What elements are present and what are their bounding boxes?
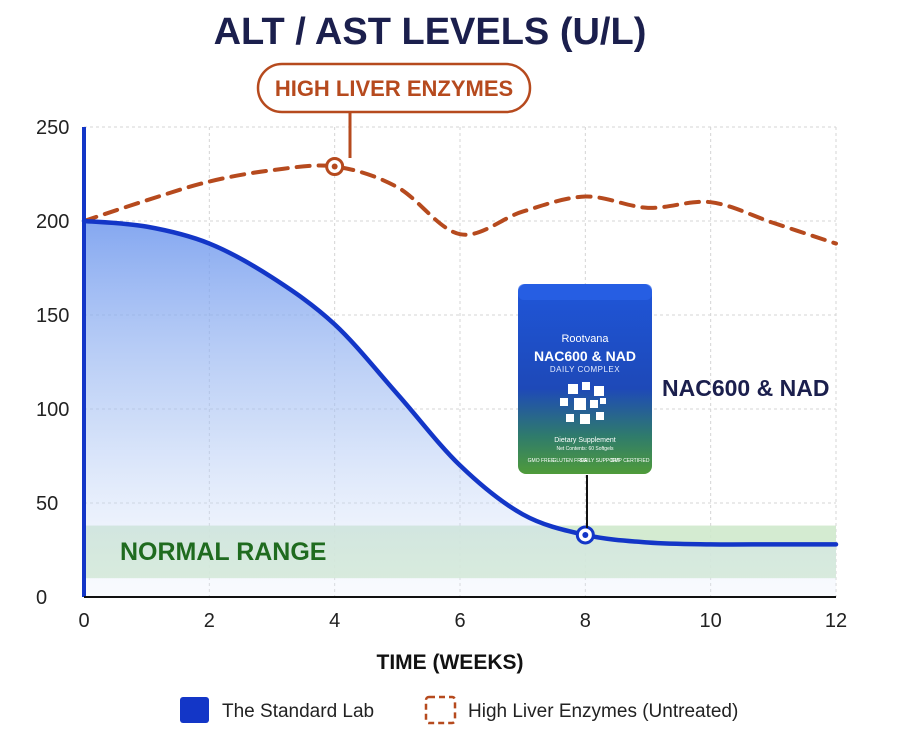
annotation-marker-untreated-dot xyxy=(331,163,338,170)
package-seal xyxy=(518,284,652,300)
high-enzymes-callout: HIGH LIVER ENZYMES xyxy=(256,62,532,158)
package-badge: DAILY SUPPORT xyxy=(580,458,619,464)
product-package: Rootvana NAC600 & NAD DAILY COMPLEX Diet… xyxy=(518,284,652,528)
package-badge: GMO FREE xyxy=(528,458,555,464)
chart-title: ALT / AST LEVELS (U/L) xyxy=(214,11,647,53)
x-tick-label: 6 xyxy=(454,610,465,632)
y-tick-label: 200 xyxy=(36,211,69,233)
y-tick-label: 0 xyxy=(36,587,47,609)
tick-labels: 0 50 100 150 200 250 0 2 4 6 8 10 12 xyxy=(36,117,847,632)
x-tick-label: 0 xyxy=(78,610,89,632)
product-label: NAC600 & NAD xyxy=(662,375,829,401)
package-name: NAC600 & NAD xyxy=(534,348,636,364)
package-body xyxy=(518,284,652,474)
x-tick-label: 10 xyxy=(700,610,722,632)
callout-text: HIGH LIVER ENZYMES xyxy=(275,76,513,101)
y-tick-label: 250 xyxy=(36,117,69,139)
package-logo-icon xyxy=(560,382,606,424)
axes xyxy=(82,127,836,598)
callout-box xyxy=(256,62,532,114)
package-subtitle: DAILY COMPLEX xyxy=(550,365,620,374)
x-tick-label: 2 xyxy=(204,610,215,632)
series-line-untreated xyxy=(82,163,838,246)
x-tick-label: 12 xyxy=(825,610,847,632)
y-tick-label: 150 xyxy=(36,305,69,327)
series-lines-layer xyxy=(81,156,839,547)
package-brand: Rootvana xyxy=(561,333,609,345)
legend-label-untreated: High Liver Enzymes (Untreated) xyxy=(468,701,738,722)
x-tick-label: 8 xyxy=(580,610,591,632)
treated-area-fill xyxy=(84,221,836,597)
package-line1: Dietary Supplement xyxy=(554,437,616,444)
x-axis-label: TIME (WEEKS) xyxy=(377,651,524,674)
package-line2: Net Contents: 60 Softgels xyxy=(557,446,614,452)
treated-area-layer xyxy=(84,221,836,597)
y-tick-label: 50 xyxy=(36,493,58,515)
normal-range-label: NORMAL RANGE xyxy=(120,538,326,566)
y-tick-label: 100 xyxy=(36,399,69,421)
legend-swatch-treated xyxy=(180,697,209,723)
legend: The Standard Lab High Liver Enzymes (Unt… xyxy=(180,695,738,725)
annotation-marker-treated-dot xyxy=(582,531,589,538)
x-tick-label: 4 xyxy=(329,610,340,632)
package-badge: GMP CERTIFIED xyxy=(611,458,650,464)
legend-swatch-untreated xyxy=(424,695,457,725)
package-badge: GLUTEN FREE xyxy=(552,458,588,464)
series-line-treated xyxy=(81,218,839,547)
legend-label-treated: The Standard Lab xyxy=(222,701,374,722)
